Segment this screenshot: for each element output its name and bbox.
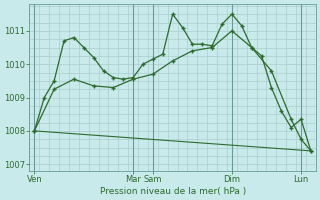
X-axis label: Pression niveau de la mer( hPa ): Pression niveau de la mer( hPa ) <box>100 187 246 196</box>
